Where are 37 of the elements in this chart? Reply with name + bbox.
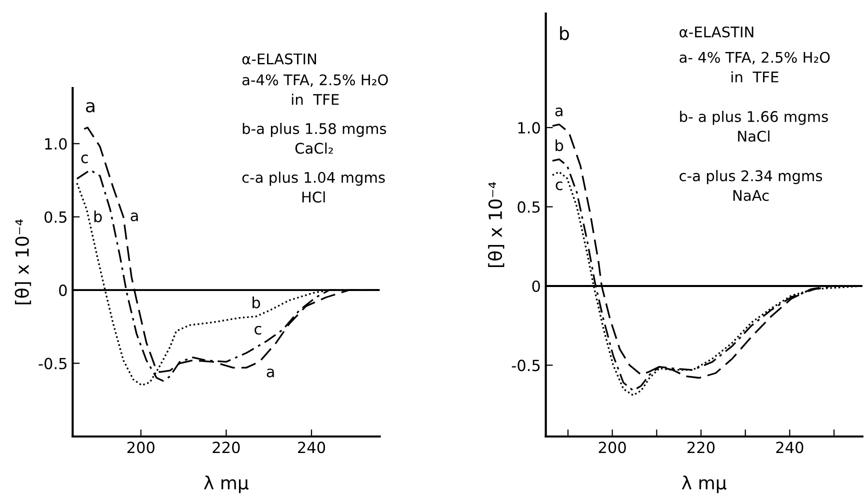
x-tick-label: 240 [776, 442, 804, 454]
x-tick-label: 200 [598, 442, 626, 454]
series-label: a [130, 212, 138, 222]
annotation: α-ELASTIN [680, 26, 754, 38]
y-tick-label: 0 [532, 280, 540, 292]
x-tick-label: 200 [127, 442, 154, 454]
text: a [86, 102, 94, 112]
annotation: b- a plus 1.66 mgms NaCl [680, 110, 828, 142]
series-label: b [556, 139, 564, 152]
text: a [266, 368, 274, 378]
annotation: b-a plus 1.58 mgms CaCl₂ [242, 122, 386, 154]
text: c [254, 326, 262, 335]
annotation: c-a plus 2.34 mgms NaAc [680, 170, 822, 201]
series-label: c [556, 181, 562, 190]
y-tick-label: 0 [59, 284, 67, 296]
y-tick-label: 1.0 [45, 138, 67, 150]
series-label: b [94, 210, 102, 222]
x-axis-title: λ mμ [204, 476, 249, 494]
x-tick-label: 220 [688, 442, 715, 454]
annotation: a- 4% TFA, 2.5% H₂O in TFE [680, 52, 830, 82]
x-tick-label: 240 [298, 442, 326, 454]
y-tick-label: -0.5 [512, 360, 540, 372]
x-axis-title: λ mμ [682, 476, 726, 494]
annotation: a-4% TFA, 2.5% H₂O in TFE [242, 74, 388, 105]
annotation: c-a plus 1.04 mgms HCl [242, 172, 385, 203]
y-tick-label: 0.5 [518, 201, 540, 213]
text: α-ELASTIN [242, 53, 316, 64]
series-label: a [555, 108, 562, 116]
y-axis-title: [θ] x 10⁻⁴ [488, 182, 504, 267]
y-axis-title: [θ] x 10⁻⁴ [14, 219, 32, 304]
text: b [560, 26, 569, 40]
x-tick-label: 220 [212, 442, 240, 454]
text: b [252, 296, 260, 308]
y-tick-label: 0.5 [44, 211, 66, 223]
series-label: c [81, 154, 88, 164]
y-tick-label: -0.5 [38, 358, 66, 370]
y-tick-label: 1.0 [518, 122, 540, 134]
